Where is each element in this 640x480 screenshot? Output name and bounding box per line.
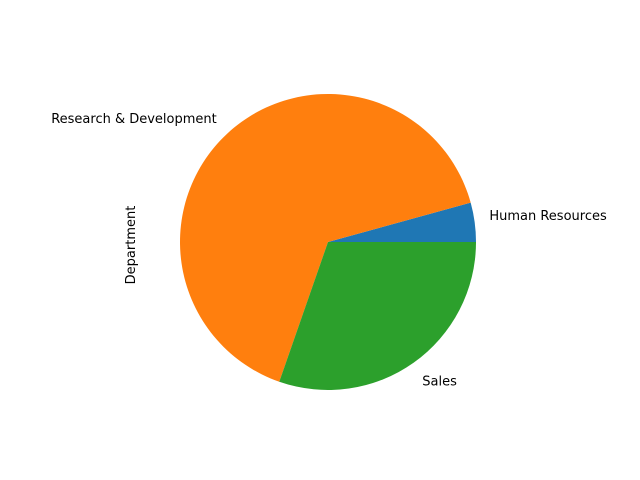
- pie-labels: Human Resources Research & Development Sal…: [51, 112, 607, 390]
- y-axis-label: Department: [124, 206, 139, 285]
- pie-slice-human-resources: [328, 202, 476, 242]
- pie-label-research-and-development: Research & Development: [51, 112, 217, 127]
- pie-slice-research-and-development: [180, 94, 471, 382]
- pie-slices: [180, 94, 476, 391]
- pie-label-sales: Sales: [422, 375, 457, 390]
- pie-label-human-resources: Human Resources: [489, 209, 607, 224]
- pie-slice-sales: [279, 242, 476, 391]
